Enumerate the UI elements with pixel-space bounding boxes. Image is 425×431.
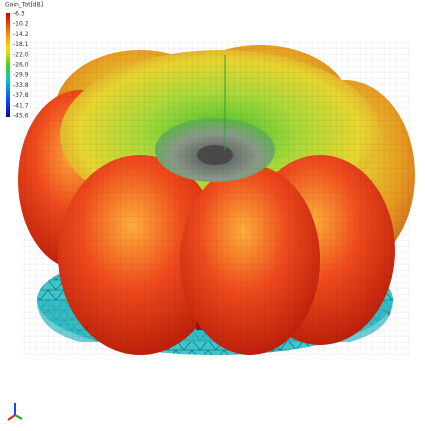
legend-label: -14.2 (13, 31, 29, 38)
axis-label: x (85, 325, 89, 332)
legend-label: -10.2 (13, 21, 29, 28)
legend-label: -6.3 (13, 11, 25, 18)
viewport: Gain_Tot[dB] -6.3-10.2-14.2-18.1-22.0-26… (0, 0, 425, 431)
legend-title: Gain_Tot[dB] (5, 2, 43, 9)
axis-triad (8, 403, 22, 420)
color-bar (6, 13, 10, 117)
radiation-pattern (18, 40, 415, 355)
axis-label: y (387, 310, 391, 317)
